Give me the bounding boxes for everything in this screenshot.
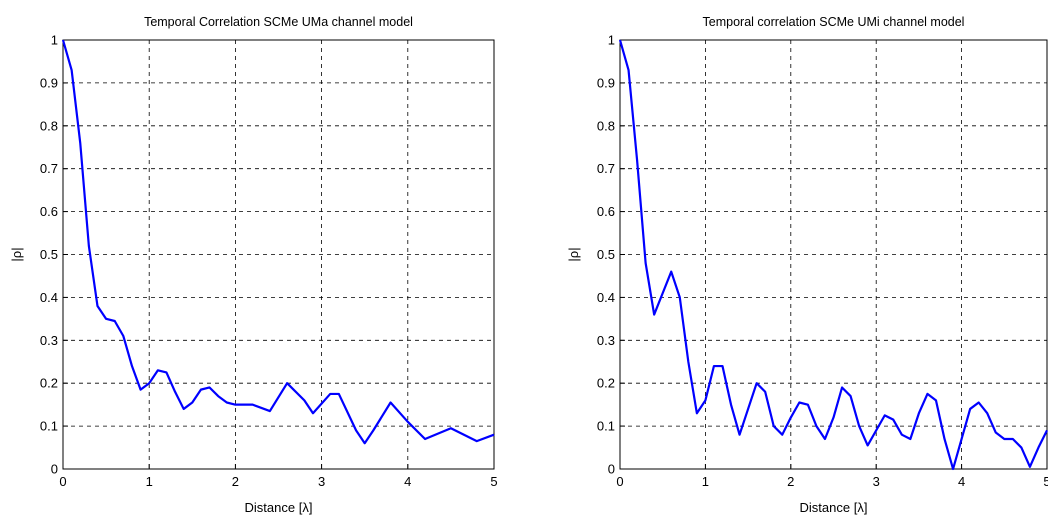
x-tick-label: 3	[318, 474, 325, 489]
line-series	[618, 39, 1048, 471]
x-tick-label: 3	[873, 474, 880, 489]
y-tick-label: 0.5	[597, 247, 615, 262]
y-tick-label: 0.3	[597, 333, 615, 348]
plot-frame	[619, 39, 1048, 470]
y-tick-label: 0.5	[40, 247, 58, 262]
y-tick-label: 0	[608, 462, 615, 477]
y-tick-label: 0.6	[40, 204, 58, 219]
y-tick-label: 0.6	[597, 204, 615, 219]
y-tick-label: 0.1	[40, 419, 58, 434]
x-axis-label: Distance [λ]	[800, 500, 868, 515]
y-tick-label: 0.9	[40, 75, 58, 90]
y-tick-label: 0.8	[597, 118, 615, 133]
x-tick-label: 1	[702, 474, 709, 489]
x-axis-label: Distance [λ]	[245, 500, 313, 515]
x-tick-label: 0	[616, 474, 623, 489]
y-axis-label: |ρ|	[566, 247, 581, 261]
y-tick-label: 0.2	[40, 376, 58, 391]
y-tick-label: 0.3	[40, 333, 58, 348]
y-axis-label: |ρ|	[9, 247, 24, 261]
x-tick-label: 2	[787, 474, 794, 489]
x-tick-label: 0	[59, 474, 66, 489]
y-tick-label: 0.7	[597, 161, 615, 176]
x-tick-label: 5	[1043, 474, 1048, 489]
x-tick-label: 2	[232, 474, 239, 489]
y-tick-label: 0.2	[597, 376, 615, 391]
y-tick-label: 1	[608, 33, 615, 48]
chart-title: Temporal Correlation SCMe UMa channel mo…	[144, 15, 413, 29]
y-tick-label: 0.7	[40, 161, 58, 176]
line-series	[61, 39, 495, 445]
x-tick-label: 4	[404, 474, 411, 489]
y-tick-label: 0.8	[40, 118, 58, 133]
y-tick-label: 0.4	[40, 290, 58, 305]
chart-title: Temporal correlation SCMe UMi channel mo…	[703, 15, 965, 29]
x-tick-label: 5	[490, 474, 497, 489]
x-tick-label: 1	[146, 474, 153, 489]
plot-frame	[62, 39, 495, 470]
y-tick-label: 0.4	[597, 290, 615, 305]
y-tick-label: 0.9	[597, 75, 615, 90]
y-tick-label: 0	[51, 462, 58, 477]
x-tick-label: 4	[958, 474, 965, 489]
y-tick-label: 0.1	[597, 419, 615, 434]
y-tick-label: 1	[51, 33, 58, 48]
